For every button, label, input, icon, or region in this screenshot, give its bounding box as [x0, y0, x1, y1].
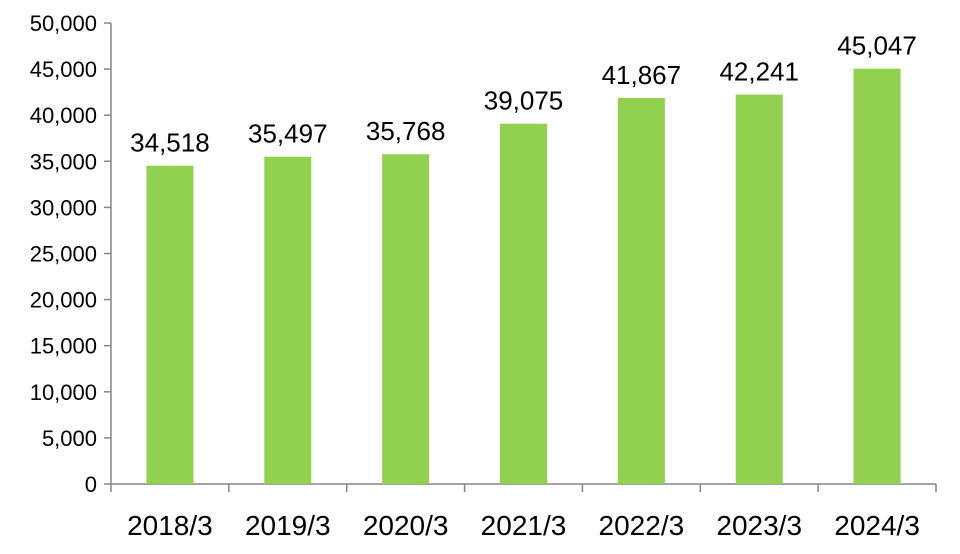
- x-tick-label: 2020/3: [363, 510, 449, 541]
- bar-2023-3: [735, 94, 783, 485]
- bar-2019-3: [264, 156, 312, 485]
- y-tick-label: 35,000: [30, 149, 97, 174]
- y-tick-label: 40,000: [30, 103, 97, 128]
- y-tick-label: 10,000: [30, 380, 97, 405]
- data-label: 42,241: [719, 57, 799, 87]
- x-tick-label: 2022/3: [599, 510, 685, 541]
- x-tick-label: 2019/3: [245, 510, 331, 541]
- bar-2018-3: [146, 165, 194, 485]
- y-tick-label: 50,000: [30, 11, 97, 36]
- data-label: 34,518: [130, 128, 210, 158]
- data-labels: 34,518 35,497 35,768 39,075 41,867 42,241 45,0…: [130, 31, 917, 158]
- bar-2022-3: [617, 97, 665, 484]
- x-tick-label: 2021/3: [481, 510, 567, 541]
- data-label: 35,768: [366, 116, 446, 146]
- bar-2021-3: [500, 123, 547, 484]
- y-tick-label: 20,000: [30, 288, 97, 313]
- bar-2024-3: [853, 68, 901, 484]
- data-label: 35,497: [248, 119, 328, 149]
- data-label: 39,075: [484, 86, 564, 116]
- y-tick-label: 0: [85, 472, 97, 497]
- bars: [146, 68, 901, 485]
- x-axis: 2018/3 2019/3 2020/3 2021/3 2022/3 2023/3 2024…: [110, 483, 937, 541]
- y-tick-label: 25,000: [30, 242, 97, 267]
- data-label: 41,867: [602, 60, 682, 90]
- x-tick-label: 2023/3: [716, 510, 802, 541]
- data-label: 45,047: [837, 31, 917, 61]
- y-tick-label: 30,000: [30, 195, 97, 220]
- y-axis: 0 5,000 10,000 15,000 20,000 25,000 30,000 35,0…: [30, 11, 112, 497]
- y-tick-label: 5,000: [42, 426, 97, 451]
- y-tick-label: 45,000: [30, 57, 97, 82]
- y-tick-label: 15,000: [30, 334, 97, 359]
- x-tick-label: 2018/3: [127, 510, 213, 541]
- x-tick-label: 2024/3: [834, 510, 920, 541]
- bar-2020-3: [382, 154, 430, 484]
